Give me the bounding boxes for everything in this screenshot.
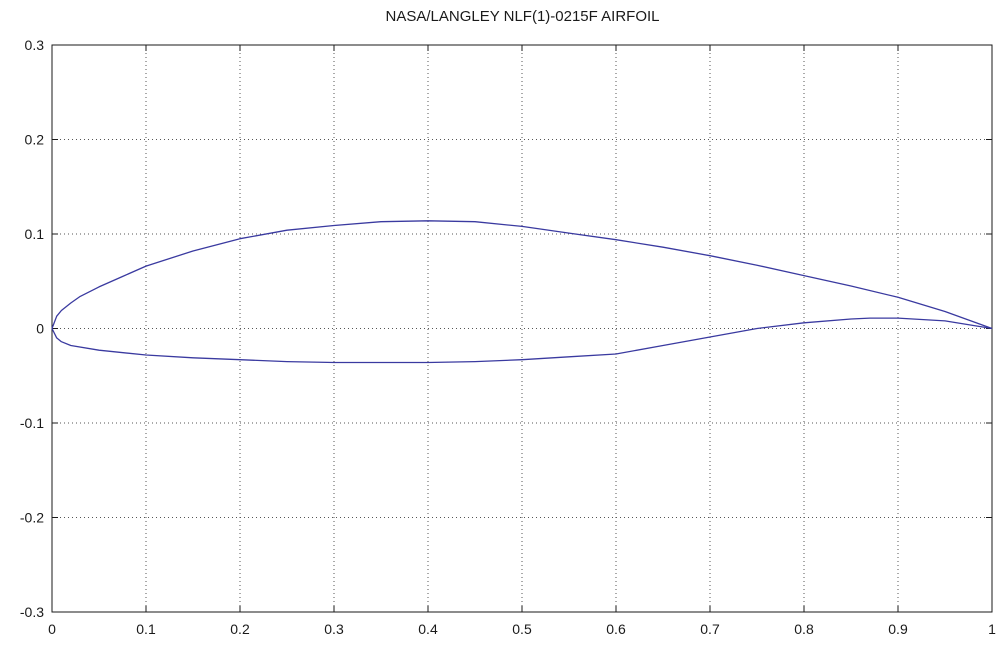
- x-tick-label: 1: [988, 621, 996, 637]
- grid-lines: [52, 45, 992, 612]
- lower-surface-line: [51, 317, 993, 364]
- x-tick-label: 0.2: [230, 621, 250, 637]
- x-tick-label: 0: [48, 621, 56, 637]
- y-tick-label: 0.3: [25, 37, 45, 53]
- chart-title: NASA/LANGLEY NLF(1)-0215F AIRFOIL: [385, 8, 660, 25]
- x-tick-label: 0.4: [418, 621, 438, 637]
- x-tick-label: 0.5: [512, 621, 532, 637]
- x-tick-label: 0.3: [324, 621, 344, 637]
- airfoil-profile: [51, 220, 993, 364]
- plot-frame: [51, 44, 993, 613]
- y-tick-label: -0.3: [20, 604, 44, 620]
- x-tick-label: 0.1: [136, 621, 156, 637]
- x-tick-label: 0.7: [700, 621, 720, 637]
- y-tick-label: -0.2: [20, 510, 44, 526]
- x-tick-label: 0.9: [888, 621, 908, 637]
- x-tick-label: 0.8: [794, 621, 814, 637]
- x-tick-label: 0.6: [606, 621, 626, 637]
- y-tick-label: 0: [36, 321, 44, 337]
- axis-ticks: 0 0.1 0.2 0.3 0.4 0.5 0.6 0.7 0.8 0.9 1 -0.3 -0.2 -0.…: [20, 37, 996, 637]
- upper-surface-line: [51, 220, 993, 330]
- y-tick-label: 0.2: [25, 132, 45, 148]
- y-tick-label: 0.1: [25, 226, 45, 242]
- y-tick-label: -0.1: [20, 415, 44, 431]
